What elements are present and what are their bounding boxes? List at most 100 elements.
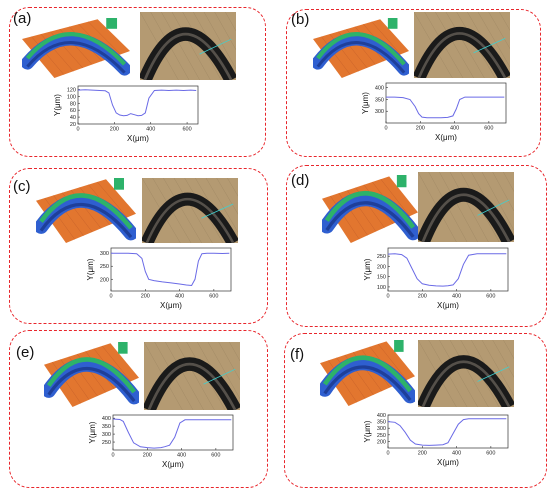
y-axis-label: Y(μm) <box>363 420 372 442</box>
x-tick-label: 400 <box>450 126 459 132</box>
y-tick-label: 150 <box>377 275 386 281</box>
panel-border <box>9 168 268 324</box>
panel-label: (e) <box>16 344 35 361</box>
microscope-image <box>418 340 514 407</box>
y-tick-label: 400 <box>375 86 384 92</box>
profile-line <box>111 252 230 287</box>
profile-line <box>387 418 507 446</box>
y-tick-label: 350 <box>375 97 384 103</box>
plot-frame <box>110 247 232 292</box>
y-axis-label: Y(μm) <box>363 258 372 280</box>
x-tick-label: 400 <box>175 294 184 300</box>
microscope-image <box>418 172 514 242</box>
plot-frame <box>77 85 199 125</box>
profile-chart: 0 200 400 600 100 150 200 250 X(μm) Y(μm) <box>363 247 509 310</box>
panel-label: (b) <box>291 11 310 28</box>
profile-line <box>386 96 505 119</box>
profile-line <box>387 253 507 287</box>
microscope-image <box>414 12 510 78</box>
y-tick-label: 40 <box>70 115 76 121</box>
x-tick-label: 400 <box>177 453 186 459</box>
profile-line <box>77 89 197 117</box>
profile-chart: 0 200 400 600 200 250 300 X(μm) Y(μm) <box>86 247 232 310</box>
panel-label: (d) <box>291 172 310 189</box>
x-tick-label: 600 <box>486 294 495 300</box>
panel-border <box>9 330 268 488</box>
x-axis-label: X(μm) <box>160 301 182 310</box>
x-tick-label: 200 <box>110 127 119 133</box>
y-axis-label: Y(μm) <box>86 258 95 280</box>
y-tick-label: 100 <box>67 94 76 100</box>
y-tick-label: 20 <box>70 122 76 128</box>
y-tick-label: 120 <box>67 87 76 93</box>
panel-border <box>9 7 266 157</box>
y-tick-label: 400 <box>377 413 386 419</box>
y-tick-label: 60 <box>70 108 76 114</box>
panel-label: (a) <box>13 10 32 27</box>
surface-3d-image <box>36 178 136 243</box>
panel-border <box>286 165 547 327</box>
microscope-image <box>144 342 240 410</box>
y-tick-label: 200 <box>377 439 386 445</box>
plot-frame <box>387 247 509 292</box>
microscope-image <box>142 178 238 243</box>
x-tick-label: 400 <box>452 451 461 457</box>
x-tick-label: 200 <box>418 294 427 300</box>
y-tick-label: 300 <box>377 426 386 432</box>
x-tick-label: 400 <box>146 127 155 133</box>
x-tick-label: 200 <box>141 294 150 300</box>
y-tick-label: 300 <box>375 109 384 115</box>
surface-3d-image <box>44 342 139 407</box>
x-tick-label: 600 <box>209 294 218 300</box>
surface-3d-image <box>22 18 130 78</box>
y-tick-label: 350 <box>102 424 111 430</box>
x-axis-label: X(μm) <box>127 134 149 143</box>
y-tick-label: 250 <box>100 264 109 270</box>
x-axis-label: X(μm) <box>437 458 459 467</box>
panel-label: (f) <box>290 346 305 363</box>
y-tick-label: 250 <box>377 254 386 260</box>
x-tick-label: 600 <box>484 126 493 132</box>
y-tick-label: 300 <box>100 251 109 257</box>
x-tick-label: 0 <box>111 453 114 459</box>
x-tick-label: 0 <box>76 127 79 133</box>
x-tick-label: 400 <box>452 294 461 300</box>
x-tick-label: 0 <box>384 126 387 132</box>
y-axis-label: Y(μm) <box>361 92 370 114</box>
y-tick-label: 300 <box>102 432 111 438</box>
y-tick-label: 250 <box>377 433 386 439</box>
x-axis-label: X(μm) <box>435 133 457 142</box>
microscope-image <box>140 12 236 80</box>
panel-border <box>286 9 541 157</box>
x-axis-label: X(μm) <box>162 460 184 469</box>
profile-line <box>112 418 232 449</box>
plot-frame <box>112 414 234 451</box>
surface-3d-image <box>322 175 418 243</box>
x-tick-label: 600 <box>486 451 495 457</box>
panel-border <box>284 333 547 488</box>
x-axis-label: X(μm) <box>437 301 459 310</box>
y-axis-label: Y(μm) <box>53 94 62 116</box>
x-tick-label: 600 <box>182 127 191 133</box>
y-tick-label: 80 <box>70 101 76 107</box>
surface-3d-image <box>313 18 409 78</box>
x-tick-label: 0 <box>386 294 389 300</box>
x-tick-label: 200 <box>143 453 152 459</box>
y-tick-label: 400 <box>102 416 111 422</box>
y-tick-label: 100 <box>377 285 386 291</box>
x-tick-label: 200 <box>416 126 425 132</box>
y-tick-label: 250 <box>102 440 111 446</box>
y-tick-label: 200 <box>100 277 109 283</box>
surface-3d-image <box>320 340 415 406</box>
y-tick-label: 350 <box>377 420 386 426</box>
y-axis-label: Y(μm) <box>88 421 97 443</box>
x-tick-label: 0 <box>109 294 112 300</box>
x-tick-label: 200 <box>418 451 427 457</box>
x-tick-label: 600 <box>211 453 220 459</box>
panel-label: (c) <box>13 178 31 195</box>
x-tick-label: 0 <box>386 451 389 457</box>
y-tick-label: 200 <box>377 264 386 270</box>
